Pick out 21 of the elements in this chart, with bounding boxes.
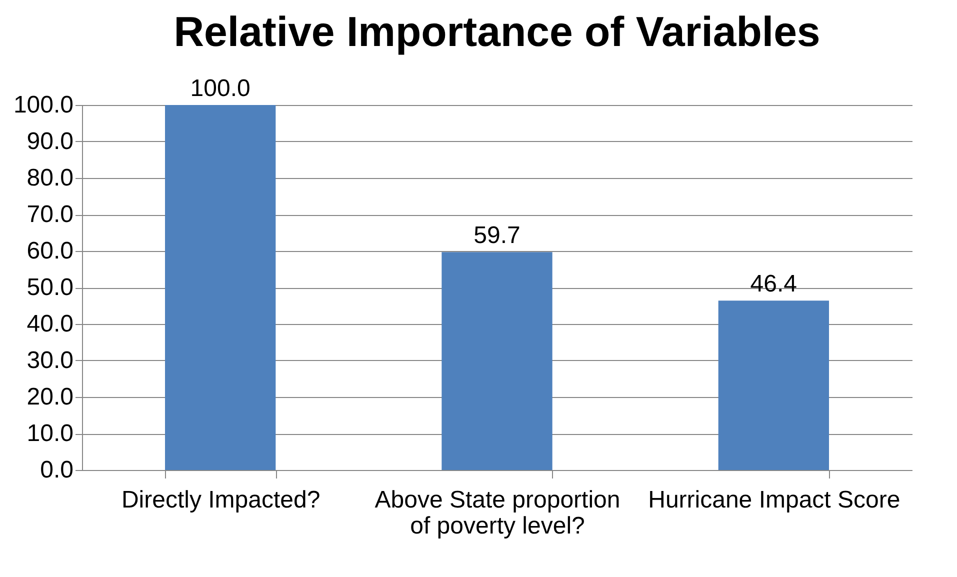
y-tick-label: 30.0	[26, 347, 74, 374]
y-tick-label: 10.0	[26, 420, 74, 447]
bar	[718, 300, 829, 470]
bar	[442, 252, 552, 470]
x-tick-label: Above State proportion of poverty level?	[374, 486, 620, 540]
x-tick-label: Hurricane Impact Score	[648, 486, 900, 514]
y-tick-label: 100.0	[13, 92, 74, 118]
x-tick-label: Directly Impacted?	[121, 486, 320, 514]
data-label: 59.7	[474, 222, 520, 250]
y-tick-label: 50.0	[26, 274, 74, 301]
y-tick-label: 80.0	[26, 164, 74, 192]
y-tick-label: 0.0	[40, 456, 74, 484]
y-tick-label: 60.0	[26, 238, 74, 264]
y-tick-label: 90.0	[26, 128, 74, 155]
bar	[165, 105, 276, 470]
y-tick-label: 70.0	[26, 201, 74, 228]
data-label: 100.0	[190, 75, 250, 102]
y-tick-label: 40.0	[26, 310, 74, 338]
y-tick-label: 20.0	[26, 384, 74, 410]
data-label: 46.4	[750, 270, 798, 298]
chart-title: Relative Importance of Variables	[174, 8, 820, 55]
